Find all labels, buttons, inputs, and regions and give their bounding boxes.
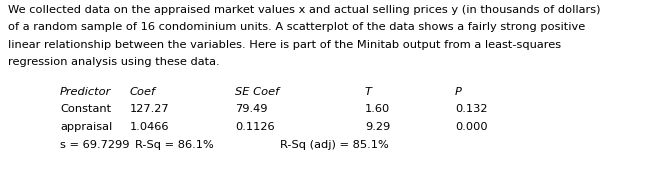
Text: of a random sample of 16 condominium units. A scatterplot of the data shows a fa: of a random sample of 16 condominium uni… [8,22,585,33]
Text: s = 69.7299: s = 69.7299 [60,140,129,150]
Text: SE Coef: SE Coef [235,87,279,97]
Text: 127.27: 127.27 [130,105,170,114]
Text: R-Sq = 86.1%: R-Sq = 86.1% [135,140,214,150]
Text: We collected data on the appraised market values x and actual selling prices y (: We collected data on the appraised marke… [8,5,601,15]
Text: 1.0466: 1.0466 [130,122,170,132]
Text: linear relationship between the variables. Here is part of the Minitab output fr: linear relationship between the variable… [8,40,561,50]
Text: regression analysis using these data.: regression analysis using these data. [8,57,220,68]
Text: Coef: Coef [130,87,156,97]
Text: 1.60: 1.60 [365,105,390,114]
Text: Predictor: Predictor [60,87,111,97]
Text: T: T [365,87,372,97]
Text: R-Sq (adj) = 85.1%: R-Sq (adj) = 85.1% [280,140,389,150]
Text: P: P [455,87,462,97]
Text: 79.49: 79.49 [235,105,268,114]
Text: 0.000: 0.000 [455,122,488,132]
Text: 0.1126: 0.1126 [235,122,274,132]
Text: appraisal: appraisal [60,122,112,132]
Text: 9.29: 9.29 [365,122,390,132]
Text: 0.132: 0.132 [455,105,488,114]
Text: Constant: Constant [60,105,111,114]
